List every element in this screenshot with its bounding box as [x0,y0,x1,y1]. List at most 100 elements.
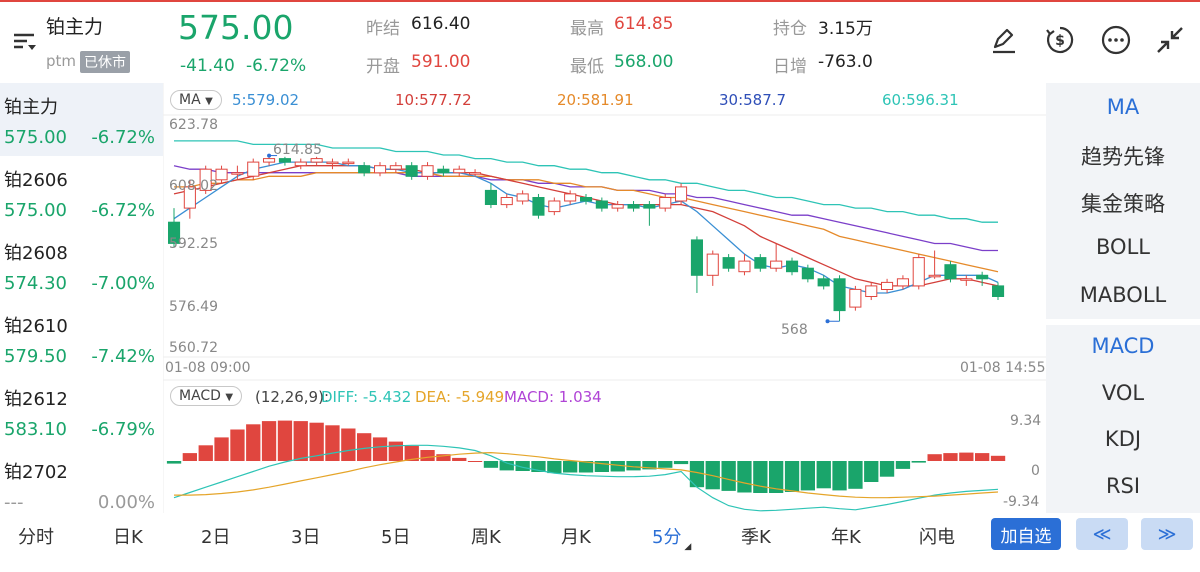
indicator-boll[interactable]: BOLL [1096,235,1150,259]
indicator-maboll[interactable]: MABOLL [1079,283,1167,307]
macd-bar [927,454,942,461]
instrument-title: 铂主力 [46,16,104,38]
contract-name: 铂2610 [4,316,68,337]
macd-bar [642,461,657,470]
indicator-trend-pioneer[interactable]: 趋势先锋 [1081,145,1165,169]
draw-pen-icon[interactable] [984,20,1024,60]
macd-diff-line [173,444,999,512]
candle-body [278,158,292,163]
contract-price: 575.00 [4,127,67,148]
top-accent-line [0,0,1200,2]
contract-change-pct: -7.00% [91,273,155,294]
macd-bar [737,461,752,493]
tab-monthly-k[interactable]: 月K [561,527,591,548]
indicator-rsi[interactable]: RSI [1105,474,1141,498]
candle-body [294,161,307,167]
sub-indicator-selector[interactable]: MACD ▼ [170,386,243,406]
candle-body [564,193,577,202]
macd-bar [911,461,926,463]
macd-value: MACD: 1.034 [504,388,602,406]
macd-bar [293,421,308,461]
ma10-line [173,165,999,287]
candle-body [675,186,688,202]
ma20-value: 20:581.91 [557,91,634,109]
macd-bar [673,461,689,465]
prev-button[interactable]: ≪ [1076,518,1128,550]
ma5-line [173,161,999,294]
macd-bar [182,453,197,461]
position-value: 3.15万 [818,19,873,39]
contract-item[interactable]: 铂主力 575.00 -6.72% [0,83,163,156]
indicator-vol[interactable]: VOL [1101,381,1145,405]
menu-filter-icon[interactable] [4,22,44,62]
contract-item[interactable]: 铂2606 575.00 -6.72% [0,156,163,229]
contract-item[interactable]: 铂2612 583.10 -6.79% [0,375,163,448]
candle-body [389,165,402,170]
macd-bar [483,461,499,468]
indicator-divider [1046,319,1200,325]
macd-bar [626,461,641,471]
instrument-code: ptm [46,52,77,70]
tab-weekly-k[interactable]: 周K [471,527,501,548]
candle-body [627,204,640,209]
contract-name: 铂2612 [4,389,68,410]
candle-body [215,168,228,181]
candle-body [865,285,878,297]
candle-body [833,278,846,312]
ma30-value: 30:587.7 [719,91,787,109]
price-axis-tick: 560.72 [169,340,218,356]
contract-item[interactable]: 铂2702 --- 0.00% [0,448,163,521]
ma5-value: 5:579.02 [232,91,300,109]
contract-change-pct: 0.00% [97,492,155,513]
macd-bar [309,422,324,461]
candle-body [405,165,418,177]
price-axis-tick: 576.49 [169,299,218,315]
tab-yearly-k[interactable]: 年K [831,527,861,548]
kline-chart[interactable]: MA ▼ 5:579.02 10:577.72 20:581.91 30:587… [163,83,1046,513]
collapse-fullscreen-icon[interactable] [1150,20,1190,60]
next-button[interactable]: ≫ [1141,518,1193,550]
kline-canvas[interactable] [163,83,1046,513]
tab-intraday[interactable]: 分时 [18,527,54,548]
macd-bar [689,461,705,488]
macd-bar [452,457,467,461]
time-axis-start: 01-08 09:00 [165,360,251,376]
more-options-icon[interactable] [1096,20,1136,60]
macd-bar [975,453,990,461]
candle-body [183,186,196,209]
tab-5min[interactable]: 5分 ◢ [652,527,692,552]
main-indicator-selector-label: MA [179,92,201,108]
indicator-kdj[interactable]: KDJ [1104,427,1142,451]
add-to-watchlist-button[interactable]: 加自选 [991,518,1061,550]
main-indicator-selector[interactable]: MA ▼ [170,90,222,110]
candle-body [817,278,830,287]
macd-bar [531,461,546,472]
macd-bar [372,437,388,461]
tab-5min-label: 5分 [652,527,682,548]
macd-bar [721,461,736,491]
tab-daily-k[interactable]: 日K [113,527,143,548]
indicator-macd[interactable]: MACD [1091,334,1155,358]
tab-flash[interactable]: 闪电 [919,527,955,548]
tab-2day[interactable]: 2日 [201,527,231,548]
contract-item[interactable]: 铂2608 574.30 -7.00% [0,229,163,302]
candle-body [310,158,323,163]
low-value: 568.00 [614,52,674,72]
currency-exchange-icon[interactable]: $ [1040,20,1080,60]
tab-5day[interactable]: 5日 [381,527,411,548]
macd-bar [277,420,293,461]
contract-price: 583.10 [4,419,67,440]
macd-bar [499,461,514,471]
tab-quarterly-k[interactable]: 季K [741,527,771,548]
macd-bar [895,461,911,469]
high-value: 614.85 [614,14,674,34]
candle-body [580,197,593,202]
indicator-ma[interactable]: MA [1106,95,1140,119]
macd-bar [166,461,182,464]
candle-body [770,260,783,269]
contract-item[interactable]: 铂2610 579.50 -7.42% [0,302,163,375]
indicator-fund-strategy[interactable]: 集金策略 [1081,192,1165,216]
tab-3day[interactable]: 3日 [291,527,321,548]
macd-bar [214,437,229,461]
macd-bar [594,461,609,472]
